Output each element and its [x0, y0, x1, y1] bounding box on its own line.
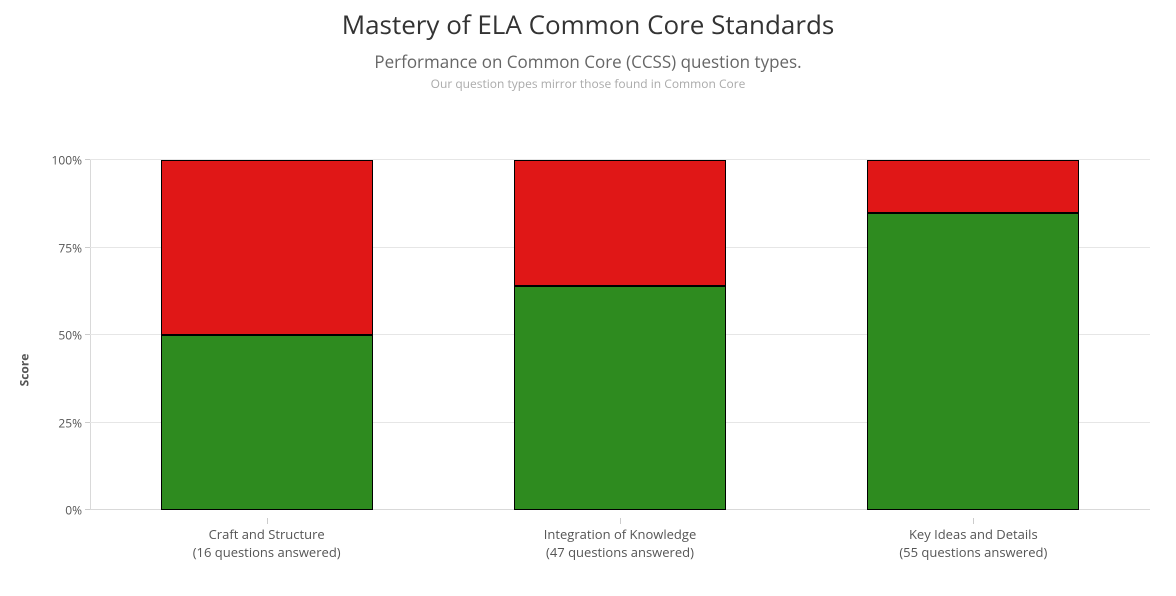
x-axis-label-line1: Craft and Structure: [90, 526, 443, 544]
chart-subtitle: Performance on Common Core (CCSS) questi…: [0, 50, 1176, 73]
bar-segment-incorrect: [161, 160, 373, 335]
bar-stack: [514, 160, 726, 510]
chart-area: Score 0%25%50%75%100% Craft and Structur…: [30, 150, 1160, 590]
x-axis-label-line1: Integration of Knowledge: [443, 526, 796, 544]
x-axis-label-line2: (16 questions answered): [90, 544, 443, 562]
bar-slot: [90, 160, 443, 510]
y-tick-label: 100%: [51, 152, 90, 169]
x-tick-mark: [267, 518, 268, 524]
x-labels-area: Craft and Structure(16 questions answere…: [90, 518, 1150, 590]
bar-slot: [443, 160, 796, 510]
x-axis-label-line2: (47 questions answered): [443, 544, 796, 562]
y-tick-label: 75%: [58, 239, 90, 256]
bar-stack: [161, 160, 373, 510]
x-tick-mark: [620, 518, 621, 524]
y-axis-title: Score: [16, 354, 33, 387]
bars-layer: [90, 160, 1150, 510]
y-tick-label: 50%: [58, 327, 90, 344]
bar-segment-incorrect: [867, 160, 1079, 213]
bar-segment-correct: [514, 286, 726, 510]
x-axis-label-line1: Key Ideas and Details: [797, 526, 1150, 544]
bar-stack: [867, 160, 1079, 510]
chart-title: Mastery of ELA Common Core Standards: [0, 6, 1176, 42]
x-tick-mark: [973, 518, 974, 524]
titles-block: Mastery of ELA Common Core Standards Per…: [0, 0, 1176, 92]
bar-segment-correct: [161, 335, 373, 510]
y-tick-label: 0%: [65, 502, 90, 519]
y-tick-label: 25%: [58, 414, 90, 431]
x-axis-label: Integration of Knowledge(47 questions an…: [443, 526, 796, 561]
chart-note: Our question types mirror those found in…: [0, 75, 1176, 92]
chart-container: Mastery of ELA Common Core Standards Per…: [0, 0, 1176, 596]
plot-inner: 0%25%50%75%100%: [90, 160, 1150, 510]
x-axis-label: Craft and Structure(16 questions answere…: [90, 526, 443, 561]
bar-segment-incorrect: [514, 160, 726, 286]
bar-slot: [797, 160, 1150, 510]
x-axis-label-line2: (55 questions answered): [797, 544, 1150, 562]
x-axis-label: Key Ideas and Details(55 questions answe…: [797, 526, 1150, 561]
plot-area: 0%25%50%75%100%: [90, 160, 1150, 510]
bar-segment-correct: [867, 213, 1079, 511]
